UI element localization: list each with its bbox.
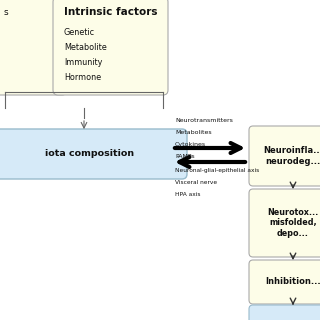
Text: Cytokines: Cytokines: [175, 142, 206, 147]
Text: HPA axis: HPA axis: [175, 192, 201, 197]
Text: Neuroinfla...
neurodeg...: Neuroinfla... neurodeg...: [263, 146, 320, 166]
FancyBboxPatch shape: [249, 260, 320, 304]
FancyBboxPatch shape: [0, 0, 67, 95]
Text: PAMPs: PAMPs: [175, 154, 195, 159]
Text: Neuronal-glial-epithelial axis: Neuronal-glial-epithelial axis: [175, 168, 259, 173]
Text: Inhibition...: Inhibition...: [265, 277, 320, 286]
FancyBboxPatch shape: [53, 0, 168, 95]
Text: Genetic: Genetic: [64, 28, 95, 37]
Text: Neurotox...
misfolded,
depo...: Neurotox... misfolded, depo...: [268, 208, 319, 238]
FancyBboxPatch shape: [249, 126, 320, 186]
Text: Hormone: Hormone: [64, 73, 101, 82]
Text: Metabolites: Metabolites: [175, 130, 212, 135]
FancyBboxPatch shape: [249, 305, 320, 320]
Text: Intrinsic factors: Intrinsic factors: [64, 7, 157, 17]
Text: Metabolite: Metabolite: [64, 43, 107, 52]
Text: Neurotransmitters: Neurotransmitters: [175, 118, 233, 123]
Text: Immunity: Immunity: [64, 58, 102, 67]
FancyBboxPatch shape: [0, 129, 187, 179]
FancyBboxPatch shape: [249, 189, 320, 257]
Text: Visceral nerve: Visceral nerve: [175, 180, 217, 185]
Text: s: s: [4, 8, 9, 17]
Text: iota composition: iota composition: [45, 149, 135, 158]
